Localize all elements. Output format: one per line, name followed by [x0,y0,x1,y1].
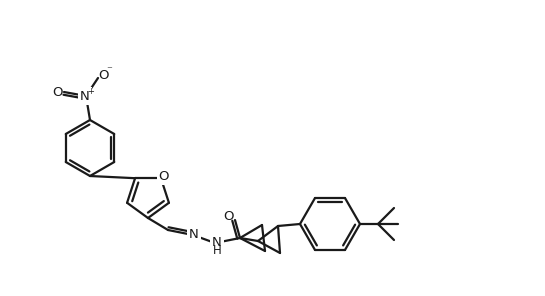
Text: N: N [189,229,199,242]
Text: O: O [98,68,108,81]
Text: N: N [80,89,90,102]
Text: O: O [224,210,234,223]
Text: O: O [159,170,169,183]
Text: N: N [212,237,222,250]
Text: ⁻: ⁻ [106,65,112,75]
Text: +: + [87,87,94,96]
Text: H: H [213,244,221,258]
Text: O: O [52,86,62,99]
